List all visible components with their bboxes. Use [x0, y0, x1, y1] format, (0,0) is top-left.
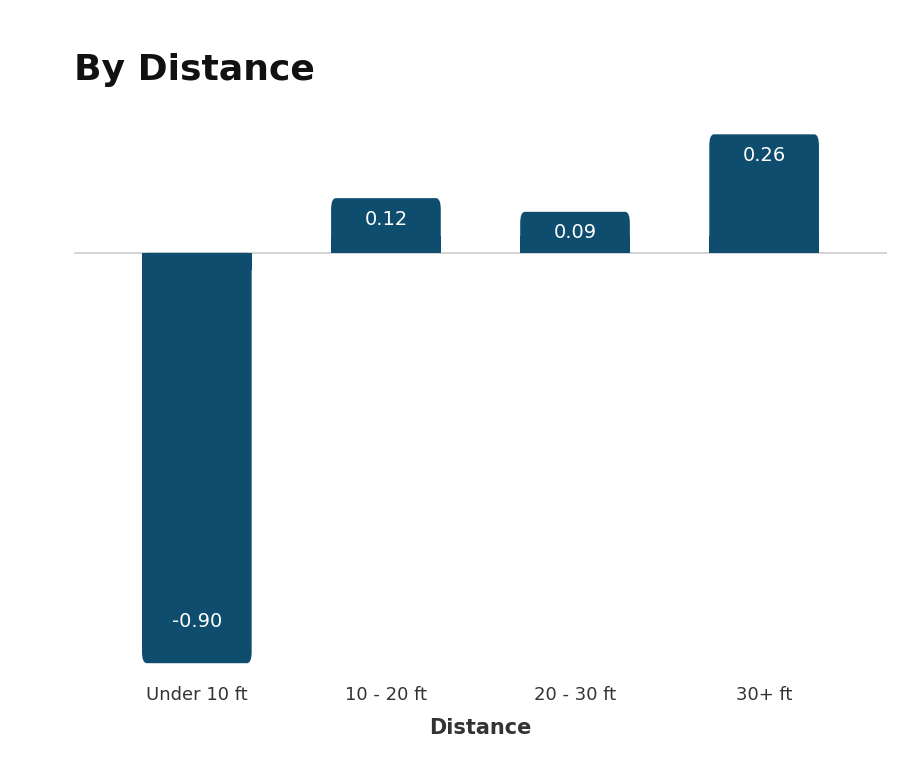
Bar	[331, 236, 441, 253]
Bar	[710, 236, 819, 253]
Bar	[142, 253, 251, 270]
Text: 0.12: 0.12	[364, 209, 407, 228]
Text: By Distance: By Distance	[74, 53, 315, 88]
FancyBboxPatch shape	[142, 253, 251, 663]
Text: -0.90: -0.90	[172, 612, 222, 631]
FancyBboxPatch shape	[331, 198, 441, 253]
FancyBboxPatch shape	[710, 134, 819, 253]
Bar	[520, 236, 630, 253]
FancyBboxPatch shape	[520, 212, 630, 253]
X-axis label: Distance: Distance	[430, 718, 531, 738]
Text: 0.26: 0.26	[743, 146, 785, 165]
Text: 0.09: 0.09	[553, 223, 597, 242]
